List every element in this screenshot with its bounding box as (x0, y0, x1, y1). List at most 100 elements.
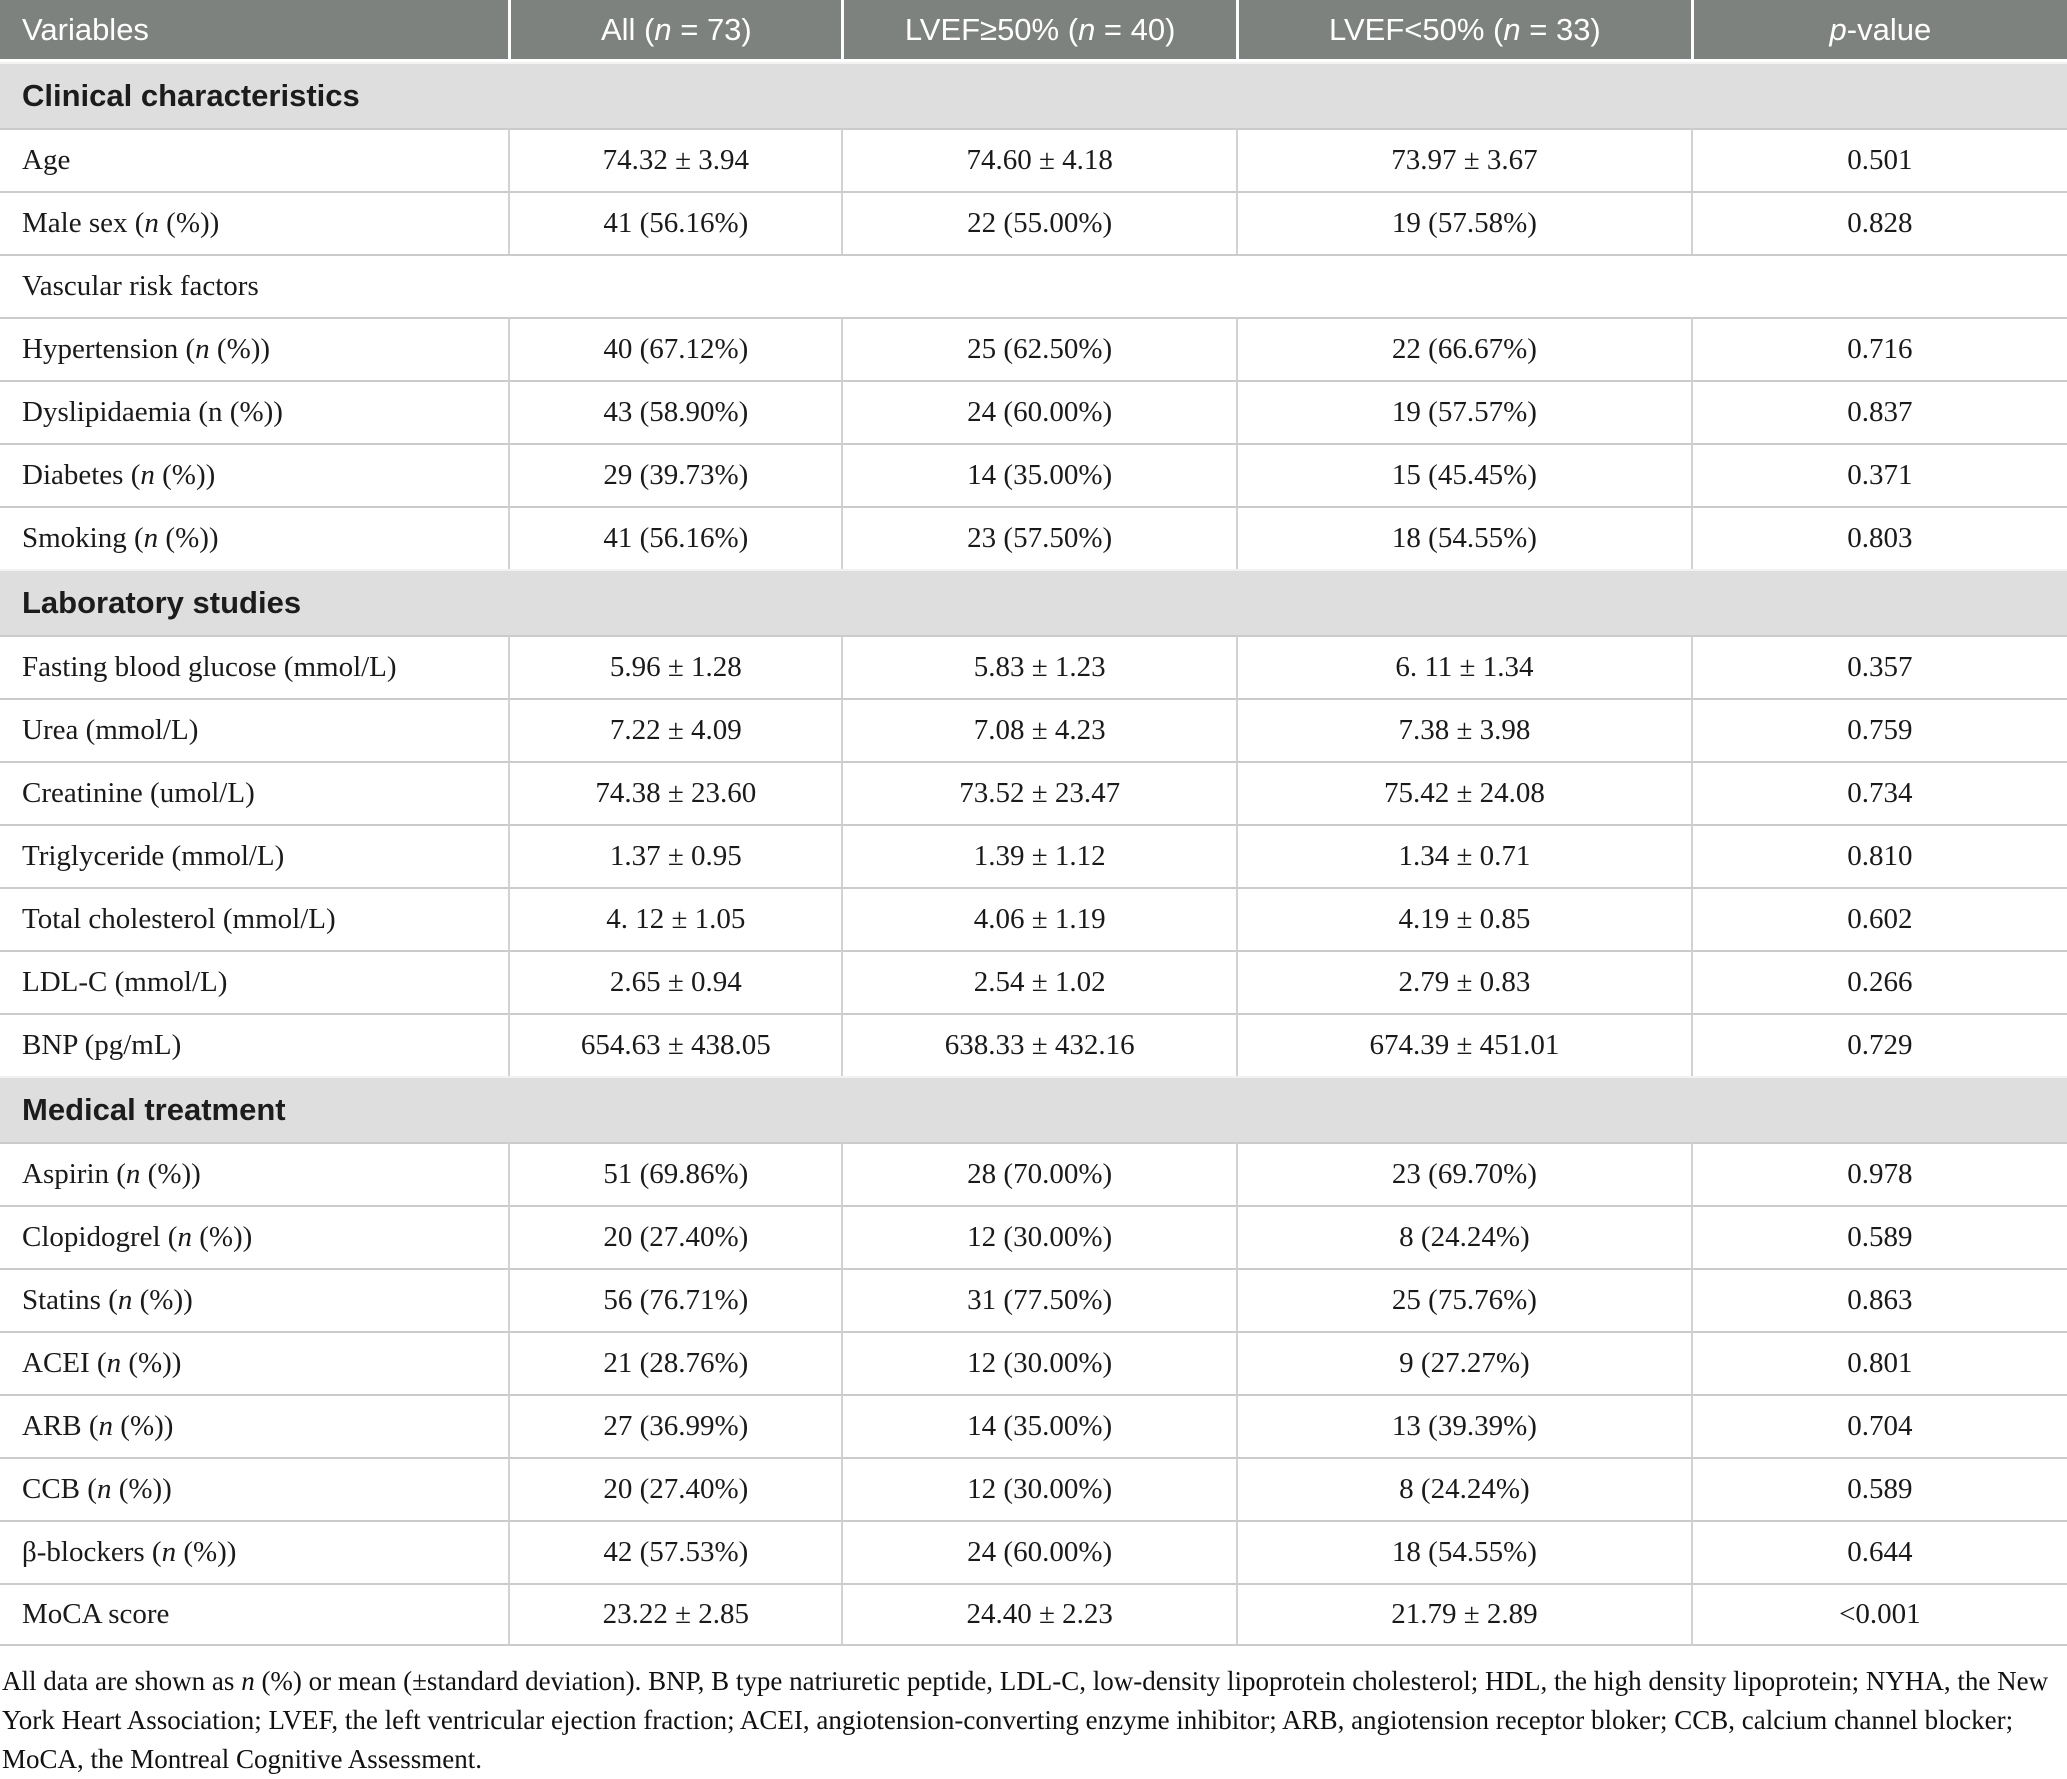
value-lvef-ge-50: 12 (30.00%) (841, 1331, 1237, 1394)
value-lvef-ge-50: 1.39 ± 1.12 (841, 824, 1237, 887)
value-lvef-lt-50: 15 (45.45%) (1236, 443, 1691, 506)
row-label: Aspirin (n (%)) (0, 1142, 509, 1205)
table-row: Total cholesterol (mmol/L) 4. 12 ± 1.05 4.… (0, 887, 2067, 950)
value-p: 0.589 (1690, 1205, 2067, 1268)
value-lvef-lt-50: 23 (69.70%) (1236, 1142, 1691, 1205)
value-lvef-ge-50: 24 (60.00%) (841, 380, 1237, 443)
section-label: Laboratory studies (0, 569, 2067, 635)
value-lvef-ge-50: 12 (30.00%) (841, 1457, 1237, 1520)
value-p: 0.729 (1690, 1013, 2067, 1076)
value-p: 0.828 (1690, 191, 2067, 254)
value-lvef-lt-50: 674.39 ± 451.01 (1236, 1013, 1691, 1076)
value-lvef-ge-50: 31 (77.50%) (841, 1268, 1237, 1331)
row-label: Dyslipidaemia (n (%)) (0, 380, 509, 443)
table-row: Urea (mmol/L) 7.22 ± 4.09 7.08 ± 4.23 7.38 … (0, 698, 2067, 761)
value-lvef-lt-50: 25 (75.76%) (1236, 1268, 1691, 1331)
column-header-all: All (n = 73) (508, 0, 842, 62)
value-lvef-ge-50: 12 (30.00%) (841, 1205, 1237, 1268)
value-lvef-ge-50: 14 (35.00%) (841, 443, 1237, 506)
value-lvef-lt-50: 21.79 ± 2.89 (1236, 1583, 1691, 1646)
row-label: Triglyceride (mmol/L) (0, 824, 509, 887)
value-lvef-lt-50: 6. 11 ± 1.34 (1236, 635, 1691, 698)
row-label: ACEI (n (%)) (0, 1331, 509, 1394)
table-row: LDL-C (mmol/L) 2.65 ± 0.94 2.54 ± 1.02 2.79… (0, 950, 2067, 1013)
value-p: 0.837 (1690, 380, 2067, 443)
value-lvef-lt-50: 18 (54.55%) (1236, 1520, 1691, 1583)
value-p: <0.001 (1690, 1583, 2067, 1646)
value-p: 0.716 (1690, 317, 2067, 380)
value-lvef-lt-50: 8 (24.24%) (1236, 1457, 1691, 1520)
table-footnote: All data are shown as n (%) or mean (±st… (2, 1666, 2049, 1774)
value-p: 0.810 (1690, 824, 2067, 887)
table-row: Triglyceride (mmol/L) 1.37 ± 0.95 1.39 ± 1… (0, 824, 2067, 887)
value-lvef-lt-50: 73.97 ± 3.67 (1236, 128, 1691, 191)
column-header-lvef-ge-50: LVEF≥50% (n = 40) (841, 0, 1237, 62)
table-row: Statins (n (%)) 56 (76.71%) 31 (77.50%) 25 … (0, 1268, 2067, 1331)
table-row: Diabetes (n (%)) 29 (39.73%) 14 (35.00%) 15… (0, 443, 2067, 506)
row-label: Urea (mmol/L) (0, 698, 509, 761)
value-p: 0.501 (1690, 128, 2067, 191)
column-header-variables: Variables (0, 0, 509, 62)
row-label: Fasting blood glucose (mmol/L) (0, 635, 509, 698)
value-all: 27 (36.99%) (508, 1394, 842, 1457)
value-lvef-ge-50: 7.08 ± 4.23 (841, 698, 1237, 761)
value-lvef-lt-50: 7.38 ± 3.98 (1236, 698, 1691, 761)
subheader-row: Vascular risk factors (0, 254, 2067, 317)
value-p: 0.704 (1690, 1394, 2067, 1457)
value-p: 0.803 (1690, 506, 2067, 569)
value-p: 0.589 (1690, 1457, 2067, 1520)
table-row: β-blockers (n (%)) 42 (57.53%) 24 (60.00%)… (0, 1520, 2067, 1583)
value-lvef-lt-50: 8 (24.24%) (1236, 1205, 1691, 1268)
section-label: Medical treatment (0, 1076, 2067, 1142)
table-row: Smoking (n (%)) 41 (56.16%) 23 (57.50%) 18 … (0, 506, 2067, 569)
row-label: Male sex (n (%)) (0, 191, 509, 254)
value-lvef-ge-50: 74.60 ± 4.18 (841, 128, 1237, 191)
table-row: Hypertension (n (%)) 40 (67.12%) 25 (62.50… (0, 317, 2067, 380)
table-row: MoCA score 23.22 ± 2.85 24.40 ± 2.23 21.79 … (0, 1583, 2067, 1646)
value-lvef-lt-50: 19 (57.58%) (1236, 191, 1691, 254)
value-all: 56 (76.71%) (508, 1268, 842, 1331)
table-row: CCB (n (%)) 20 (27.40%) 12 (30.00%) 8 (24.2… (0, 1457, 2067, 1520)
row-label: Diabetes (n (%)) (0, 443, 509, 506)
row-label: Total cholesterol (mmol/L) (0, 887, 509, 950)
value-p: 0.602 (1690, 887, 2067, 950)
value-all: 41 (56.16%) (508, 191, 842, 254)
value-p: 0.266 (1690, 950, 2067, 1013)
subheader-label: Vascular risk factors (0, 254, 2067, 317)
value-lvef-ge-50: 73.52 ± 23.47 (841, 761, 1237, 824)
row-label: CCB (n (%)) (0, 1457, 509, 1520)
value-lvef-ge-50: 23 (57.50%) (841, 506, 1237, 569)
table-header-row: Variables All (n = 73) LVEF≥50% (n = 40)… (0, 0, 2067, 62)
table-row: Aspirin (n (%)) 51 (69.86%) 28 (70.00%) 23 … (0, 1142, 2067, 1205)
value-lvef-ge-50: 28 (70.00%) (841, 1142, 1237, 1205)
value-all: 21 (28.76%) (508, 1331, 842, 1394)
table-row: Clopidogrel (n (%)) 20 (27.40%) 12 (30.00%… (0, 1205, 2067, 1268)
value-all: 51 (69.86%) (508, 1142, 842, 1205)
value-lvef-ge-50: 2.54 ± 1.02 (841, 950, 1237, 1013)
table-row: ACEI (n (%)) 21 (28.76%) 12 (30.00%) 9 (27.… (0, 1331, 2067, 1394)
value-all: 74.38 ± 23.60 (508, 761, 842, 824)
table-row: ARB (n (%)) 27 (36.99%) 14 (35.00%) 13 (39.… (0, 1394, 2067, 1457)
value-all: 1.37 ± 0.95 (508, 824, 842, 887)
column-header-p-value: p-value (1690, 0, 2067, 62)
table-row: Male sex (n (%)) 41 (56.16%) 22 (55.00%) 19… (0, 191, 2067, 254)
value-all: 40 (67.12%) (508, 317, 842, 380)
value-lvef-lt-50: 2.79 ± 0.83 (1236, 950, 1691, 1013)
row-label: Hypertension (n (%)) (0, 317, 509, 380)
value-lvef-lt-50: 22 (66.67%) (1236, 317, 1691, 380)
value-lvef-ge-50: 22 (55.00%) (841, 191, 1237, 254)
section-row: Medical treatment (0, 1076, 2067, 1142)
row-label: LDL-C (mmol/L) (0, 950, 509, 1013)
value-p: 0.734 (1690, 761, 2067, 824)
value-lvef-lt-50: 1.34 ± 0.71 (1236, 824, 1691, 887)
value-all: 20 (27.40%) (508, 1205, 842, 1268)
value-lvef-ge-50: 24.40 ± 2.23 (841, 1583, 1237, 1646)
row-label: Age (0, 128, 509, 191)
row-label: Creatinine (umol/L) (0, 761, 509, 824)
row-label: Smoking (n (%)) (0, 506, 509, 569)
section-row: Clinical characteristics (0, 62, 2067, 128)
row-label: BNP (pg/mL) (0, 1013, 509, 1076)
value-lvef-ge-50: 14 (35.00%) (841, 1394, 1237, 1457)
value-all: 2.65 ± 0.94 (508, 950, 842, 1013)
table-row: BNP (pg/mL) 654.63 ± 438.05 638.33 ± 432.1… (0, 1013, 2067, 1076)
